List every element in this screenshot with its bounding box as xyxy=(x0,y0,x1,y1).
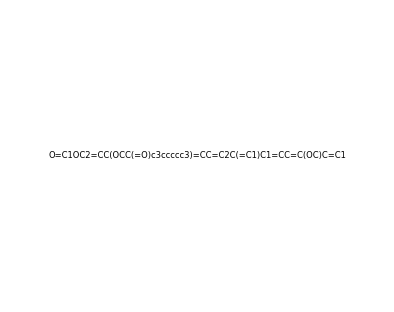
Text: O=C1OC2=CC(OCC(=O)c3ccccc3)=CC=C2C(=C1)C1=CC=C(OC)C=C1: O=C1OC2=CC(OCC(=O)c3ccccc3)=CC=C2C(=C1)C… xyxy=(48,152,346,160)
